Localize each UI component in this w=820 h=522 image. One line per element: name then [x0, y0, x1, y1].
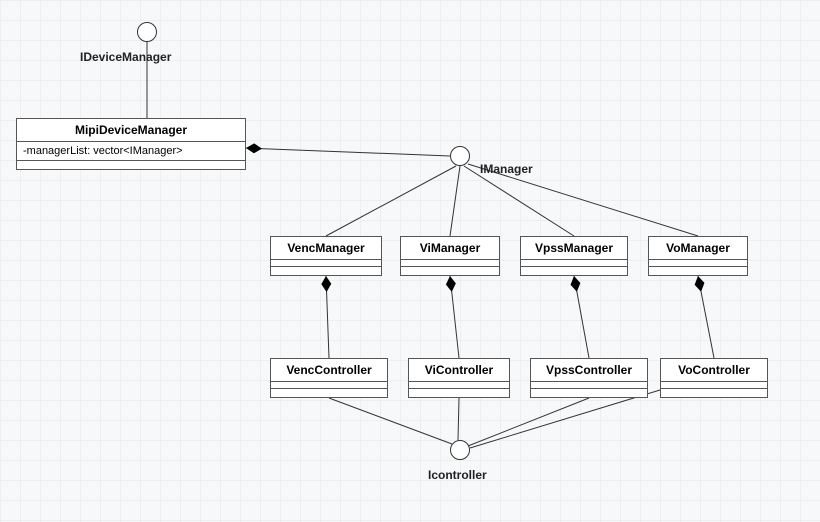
venccontroller-ops — [271, 389, 387, 397]
vicontroller-empty-attr — [409, 382, 509, 389]
vpsscontroller-class: VpssController — [530, 358, 648, 398]
vpssmanager-class: VpssManager — [520, 236, 628, 276]
vencmanager-ops — [271, 267, 381, 275]
icontroller-interface-label: Icontroller — [428, 468, 487, 482]
venccontroller-empty-attr — [271, 382, 387, 389]
vicontroller-ops — [409, 389, 509, 397]
vomanager-empty-attr — [649, 260, 747, 267]
icontroller-interface-circle — [450, 440, 470, 460]
venccontroller-class-title: VencController — [271, 359, 387, 382]
mipidevicemanager-ops — [17, 161, 245, 169]
vencmanager-empty-attr — [271, 260, 381, 267]
vomanager-class-title: VoManager — [649, 237, 747, 260]
vomanager-class: VoManager — [648, 236, 748, 276]
vencmanager-class-title: VencManager — [271, 237, 381, 260]
imanager-interface-label: IManager — [480, 162, 533, 176]
imanager-interface-circle — [450, 146, 470, 166]
vimanager-class: ViManager — [400, 236, 500, 276]
mipidevicemanager-attr-0: -managerList: vector<IManager> — [17, 142, 245, 161]
idevicemanager-interface-label: IDeviceManager — [80, 50, 171, 64]
vpsscontroller-empty-attr — [531, 382, 647, 389]
mipidevicemanager-class: MipiDeviceManager-managerList: vector<IM… — [16, 118, 246, 170]
vimanager-ops — [401, 267, 499, 275]
vpsscontroller-class-title: VpssController — [531, 359, 647, 382]
vimanager-empty-attr — [401, 260, 499, 267]
vocontroller-class: VoController — [660, 358, 768, 398]
venccontroller-class: VencController — [270, 358, 388, 398]
vpssmanager-empty-attr — [521, 260, 627, 267]
vocontroller-ops — [661, 389, 767, 397]
vpssmanager-class-title: VpssManager — [521, 237, 627, 260]
vocontroller-class-title: VoController — [661, 359, 767, 382]
vicontroller-class-title: ViController — [409, 359, 509, 382]
vpsscontroller-ops — [531, 389, 647, 397]
vomanager-ops — [649, 267, 747, 275]
vpssmanager-ops — [521, 267, 627, 275]
mipidevicemanager-class-title: MipiDeviceManager — [17, 119, 245, 142]
idevicemanager-interface-circle — [137, 22, 157, 42]
vencmanager-class: VencManager — [270, 236, 382, 276]
vicontroller-class: ViController — [408, 358, 510, 398]
vimanager-class-title: ViManager — [401, 237, 499, 260]
vocontroller-empty-attr — [661, 382, 767, 389]
